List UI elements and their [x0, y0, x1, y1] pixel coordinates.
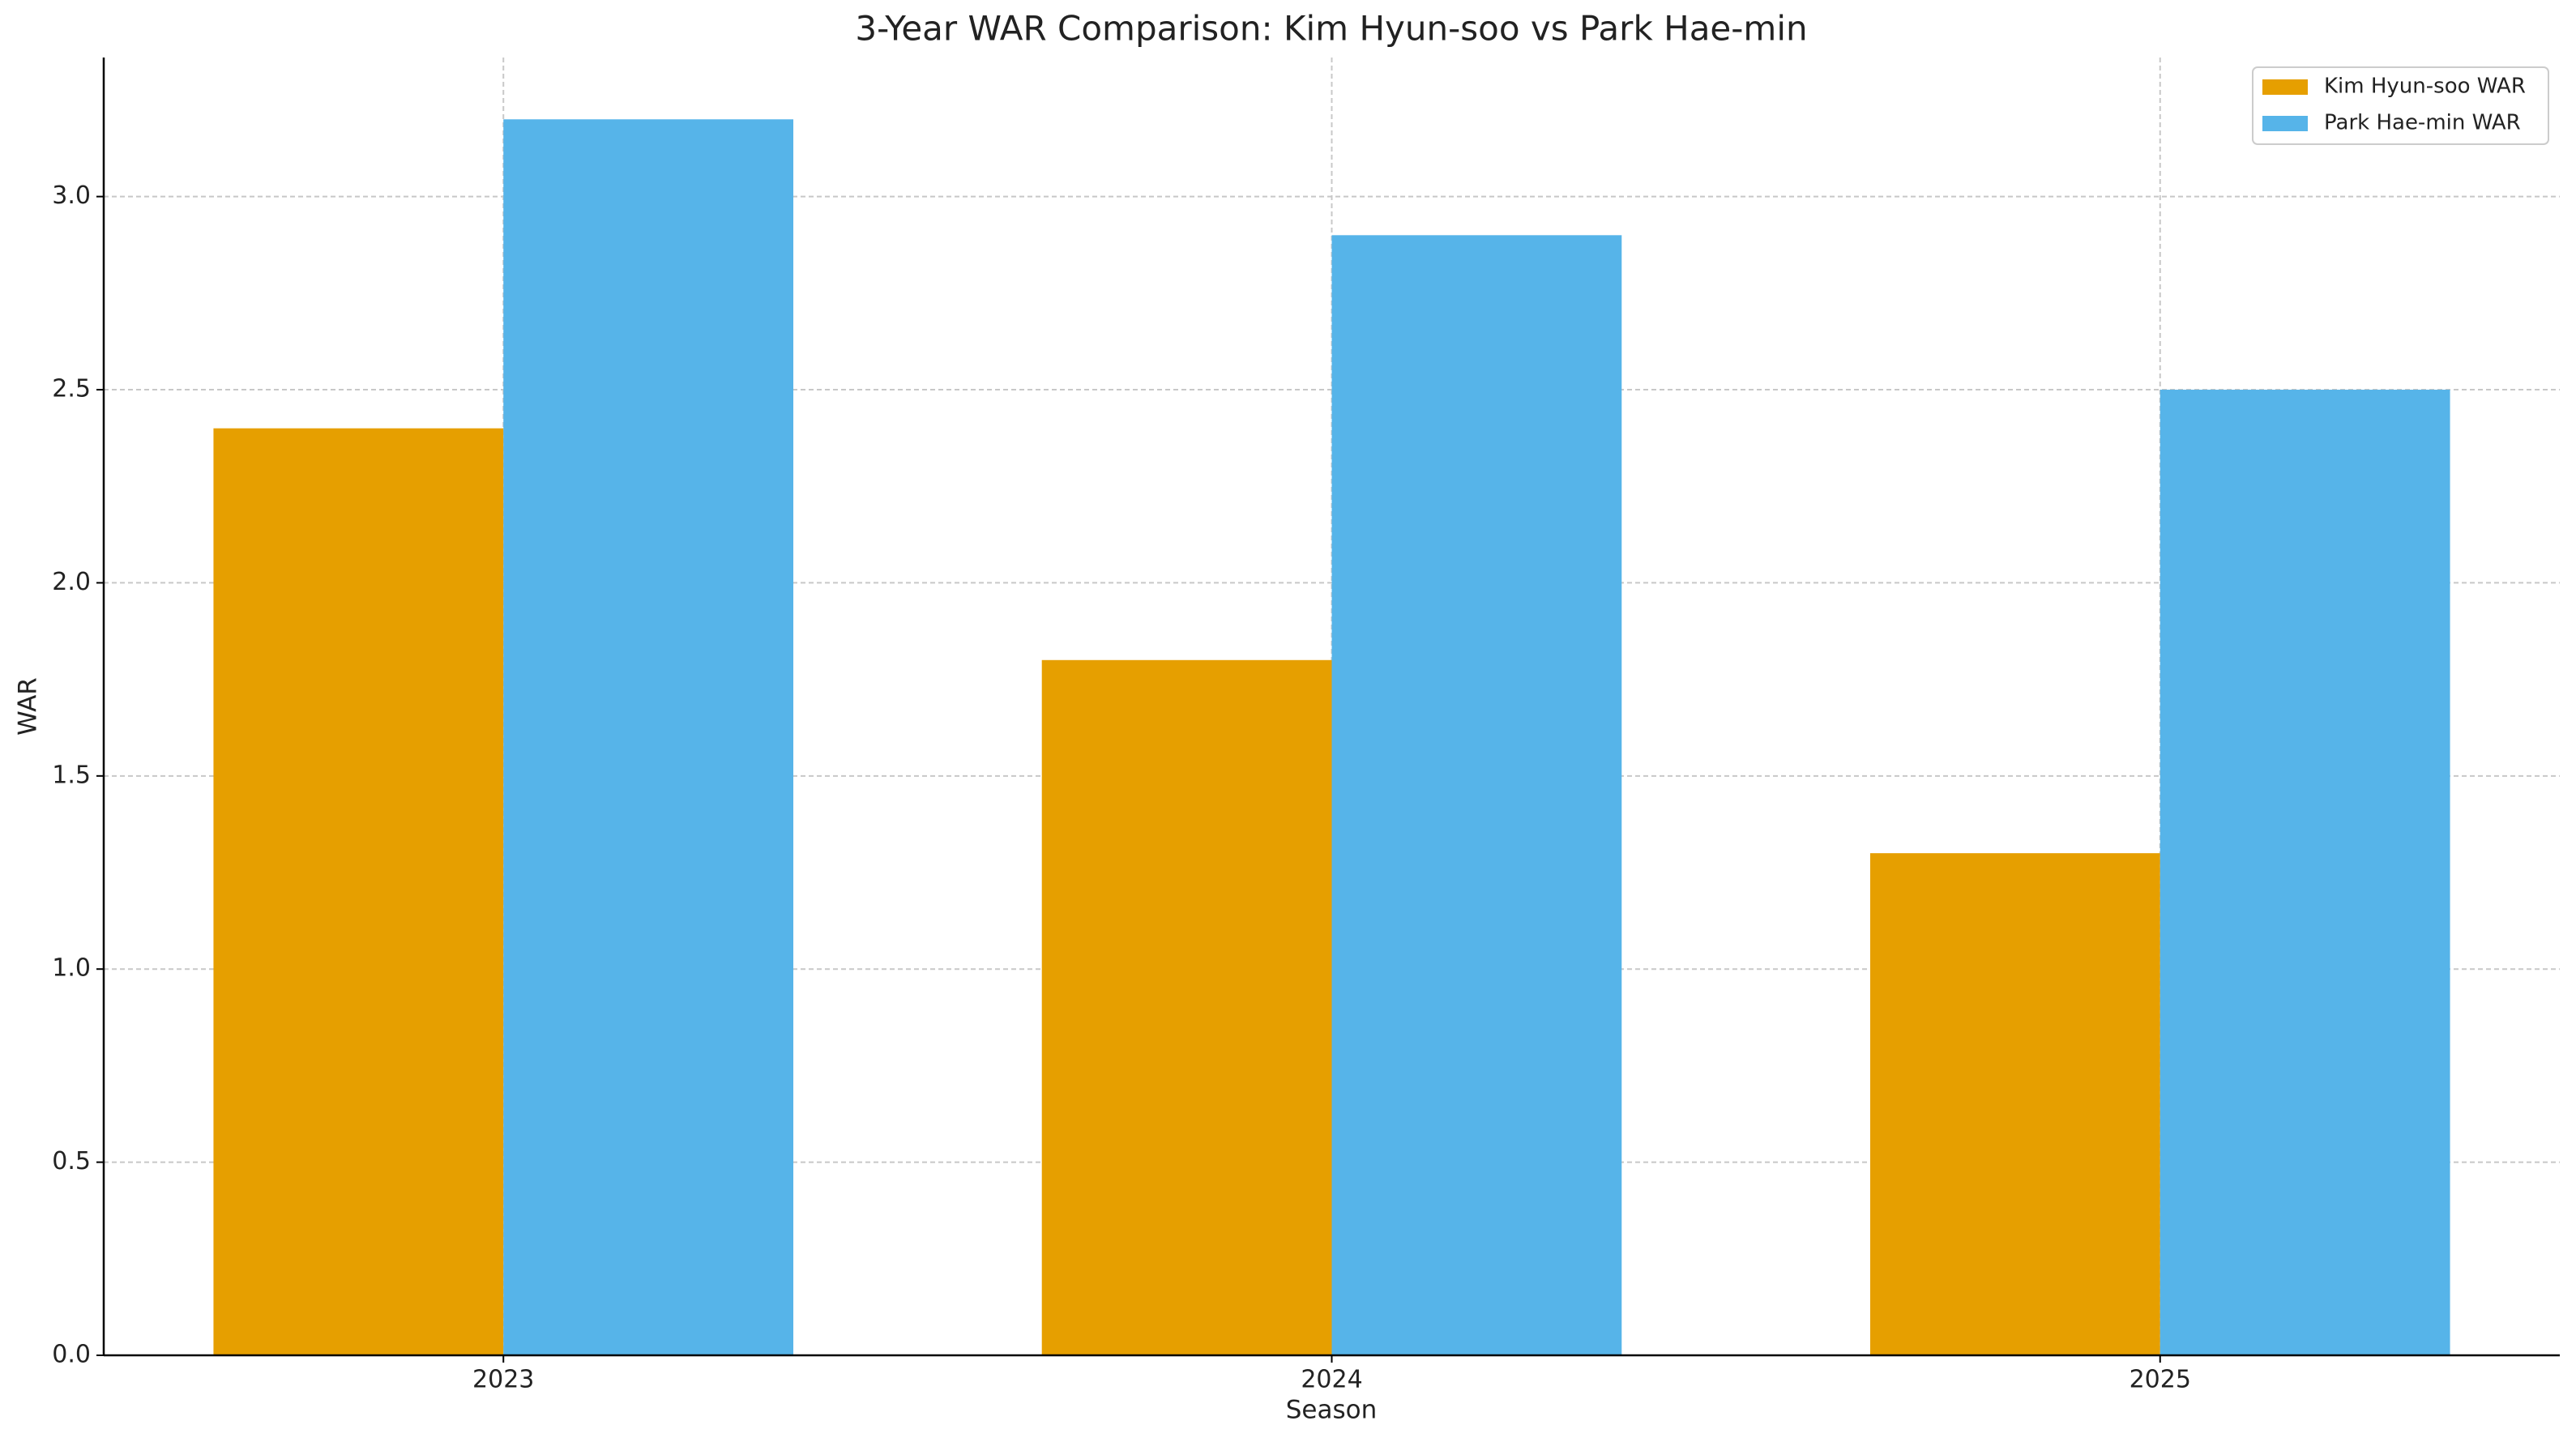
x-tick-label: 2025 [2130, 1366, 2191, 1394]
x-axis-label: Season [1286, 1396, 1378, 1425]
y-tick-label: 2.0 [52, 568, 91, 596]
y-axis-label: WAR [14, 677, 43, 736]
y-tick-label: 0.5 [52, 1147, 91, 1175]
y-tick-label: 3.0 [52, 181, 91, 210]
chart-title: 3-Year WAR Comparison: Kim Hyun-soo vs P… [855, 9, 1807, 49]
bar [1331, 235, 1622, 1356]
bar [1041, 659, 1332, 1355]
legend-swatch [2262, 116, 2308, 131]
y-tick-label: 1.0 [52, 954, 91, 983]
legend-swatch [2262, 79, 2308, 95]
legend-label: Kim Hyun-soo WAR [2324, 75, 2526, 99]
y-tick-label: 2.5 [52, 375, 91, 403]
y-tick-label: 0.0 [52, 1341, 91, 1369]
legend-label: Park Hae-min WAR [2324, 111, 2521, 135]
x-tick-label: 2024 [1301, 1366, 1362, 1394]
bar [213, 428, 504, 1355]
bar [2159, 390, 2450, 1356]
legend [2252, 66, 2549, 145]
bar [1869, 853, 2160, 1355]
bar [503, 119, 794, 1355]
y-tick-label: 1.5 [52, 761, 91, 789]
x-tick-label: 2023 [472, 1366, 534, 1394]
